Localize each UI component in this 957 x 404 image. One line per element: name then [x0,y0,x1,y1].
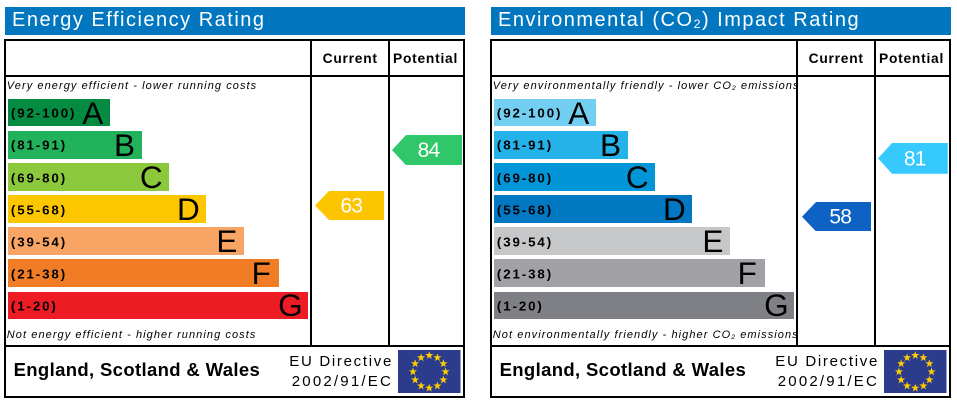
svg-text:84: 84 [417,139,440,162]
svg-text:63: 63 [340,194,362,217]
svg-text:58: 58 [829,205,851,228]
svg-text:81: 81 [904,147,926,170]
